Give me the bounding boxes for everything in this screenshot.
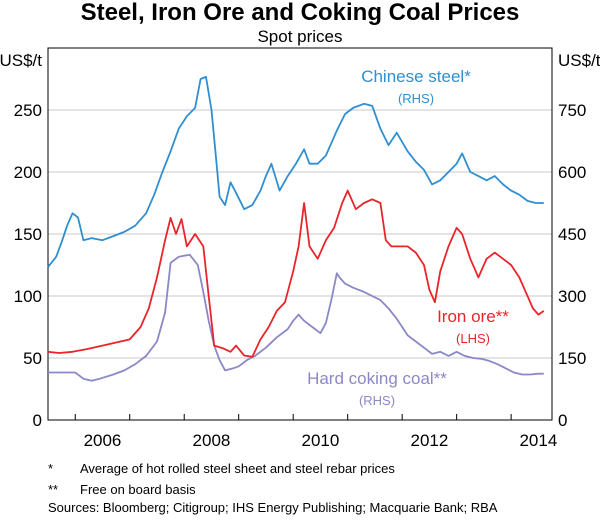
y-left-tick-label: 200 — [14, 163, 42, 182]
series-label: Chinese steel* — [361, 67, 471, 86]
y-right-tick-label: 750 — [558, 101, 586, 120]
series-axis-note: (RHS) — [359, 393, 395, 408]
y-right-tick-label: 600 — [558, 163, 586, 182]
footnote-1: * Average of hot rolled steel sheet and s… — [48, 461, 395, 477]
gridlines — [48, 109, 552, 359]
footnote-marker: ** — [48, 482, 59, 497]
chart-title: Steel, Iron Ore and Coking Coal Prices — [80, 0, 520, 26]
footnote-marker: * — [48, 461, 54, 476]
y-left-tick-label: 250 — [14, 101, 42, 120]
plot-frame — [47, 47, 553, 421]
series-line-chinese-steel — [47, 76, 544, 268]
footnote-text: Free on board basis — [80, 482, 196, 497]
y-left-tick-label: 0 — [33, 411, 42, 430]
y-right-tick-label: 0 — [558, 411, 567, 430]
x-tick-label: 2010 — [302, 431, 340, 450]
y-left-unit-label: US$/t — [0, 51, 42, 70]
y-left-tick-label: 100 — [14, 287, 42, 306]
series-label: Iron ore** — [437, 307, 509, 326]
x-tick-label: 2006 — [84, 431, 122, 450]
y-right-unit-label: US$/t — [558, 51, 600, 70]
y-right-tick-label: 300 — [558, 287, 586, 306]
series-label: Hard coking coal** — [307, 369, 447, 388]
x-tick-label: 2008 — [193, 431, 231, 450]
y-right-tick-label: 450 — [558, 225, 586, 244]
series-axis-note: (RHS) — [398, 91, 434, 106]
sources: Sources: Bloomberg; Citigroup; IHS Energ… — [48, 500, 498, 515]
footnote-text: Average of hot rolled steel sheet and st… — [80, 461, 395, 476]
footnote-2: ** Free on board basis — [48, 482, 196, 498]
axes: 0 50 100 150 200 250 0 150 300 450 600 750 US$/t US$/… — [0, 47, 600, 450]
y-left-tick-label: 150 — [14, 225, 42, 244]
series-line-hard-coking-coal — [48, 253, 544, 382]
x-tick-label: 2012 — [410, 431, 448, 450]
chart: 0 50 100 150 200 250 0 150 300 450 600 750 US$/t US$/… — [0, 47, 600, 450]
y-right-tick-label: 150 — [558, 349, 586, 368]
series-axis-note: (LHS) — [456, 331, 490, 346]
x-tick-label: 2014 — [519, 431, 557, 450]
series-labels: Chinese steel* (RHS) Iron ore** (LHS) Hard c… — [307, 67, 509, 408]
series — [47, 76, 545, 382]
chart-subtitle: Spot prices — [257, 27, 343, 46]
y-left-tick-label: 50 — [23, 349, 42, 368]
series-line-iron-ore — [47, 189, 545, 358]
